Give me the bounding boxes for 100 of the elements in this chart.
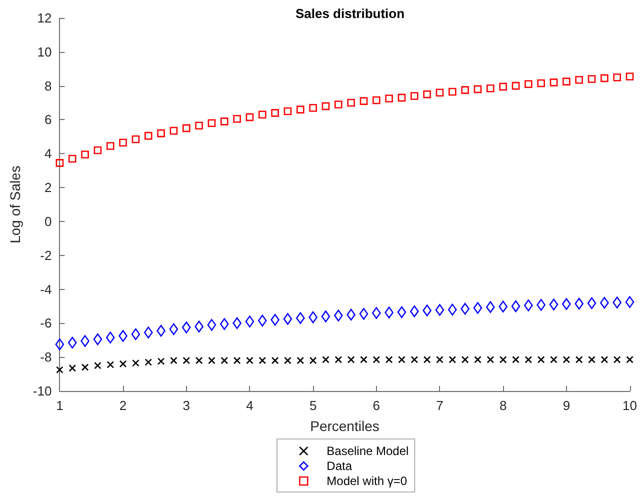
point [334, 356, 342, 364]
point [245, 316, 254, 328]
point [271, 356, 279, 364]
point [220, 318, 229, 330]
point [537, 356, 545, 364]
point [182, 356, 190, 364]
point [613, 356, 621, 364]
point [372, 356, 380, 364]
point [625, 296, 634, 308]
point [169, 323, 178, 336]
point [498, 300, 508, 312]
y-tick-label: -10 [32, 384, 52, 398]
point [474, 85, 482, 94]
point [473, 302, 482, 314]
point [550, 356, 558, 364]
point [511, 300, 520, 312]
point [474, 356, 482, 364]
point [626, 356, 634, 364]
point [106, 332, 115, 344]
point [574, 298, 584, 310]
point [170, 356, 178, 364]
point [81, 150, 89, 158]
point [68, 154, 76, 163]
point [347, 356, 355, 364]
point [486, 84, 494, 92]
point [575, 356, 583, 364]
point [461, 86, 469, 94]
point [334, 310, 343, 322]
point [296, 312, 305, 324]
point [233, 356, 241, 364]
x-tick-label: 2 [119, 398, 127, 413]
legend-label: Model with γ=0 [326, 474, 408, 488]
point [562, 298, 571, 310]
point [220, 356, 228, 364]
point [309, 104, 317, 112]
y-tick-label: 10 [37, 44, 52, 60]
legend-label: Baseline Model [326, 444, 409, 458]
point [309, 356, 317, 364]
point [524, 80, 532, 88]
point [562, 78, 570, 86]
point [600, 356, 608, 364]
point [486, 356, 494, 364]
point [461, 356, 469, 364]
point [347, 98, 355, 107]
point [398, 94, 406, 102]
point [296, 106, 304, 114]
point [448, 88, 456, 96]
point [322, 102, 330, 110]
y-axis-title: Log of Sales [7, 166, 23, 244]
point [549, 298, 558, 310]
point [132, 135, 140, 144]
point [322, 356, 330, 364]
point [246, 113, 254, 122]
point [195, 356, 203, 364]
y-tick-label: 2 [44, 180, 52, 196]
legend-label: Data [326, 459, 352, 473]
point [435, 304, 444, 316]
point [207, 318, 216, 331]
y-tick-label: 6 [44, 112, 52, 128]
point [119, 138, 127, 147]
point [423, 90, 431, 98]
point [372, 307, 381, 319]
y-tick-label: -6 [40, 316, 52, 331]
point [144, 132, 152, 140]
point [460, 302, 470, 315]
point [334, 100, 342, 108]
point [144, 326, 153, 338]
point [258, 110, 266, 119]
point [170, 126, 178, 135]
point [106, 361, 114, 368]
point [233, 114, 241, 123]
point [157, 358, 165, 365]
y-tick-label: -8 [40, 350, 52, 365]
point [68, 364, 76, 372]
point [56, 159, 64, 167]
point [195, 122, 203, 130]
point [359, 308, 368, 320]
point [550, 78, 558, 86]
point [283, 313, 292, 325]
point [562, 356, 570, 364]
point [612, 296, 622, 308]
point [372, 96, 380, 104]
point [600, 74, 608, 82]
point [106, 142, 114, 150]
point [68, 336, 77, 349]
y-tick-label: 0 [44, 214, 52, 229]
point [486, 301, 495, 313]
point [182, 322, 191, 334]
x-tick-label: 3 [182, 398, 190, 413]
x-tick-label: 5 [309, 398, 317, 413]
point [385, 94, 393, 102]
point [398, 356, 406, 364]
y-tick-label: 4 [44, 146, 52, 162]
point [499, 356, 507, 364]
point [499, 82, 507, 91]
point [448, 356, 456, 364]
point [384, 306, 394, 318]
point [55, 338, 64, 350]
point [258, 314, 267, 327]
point [512, 82, 520, 90]
